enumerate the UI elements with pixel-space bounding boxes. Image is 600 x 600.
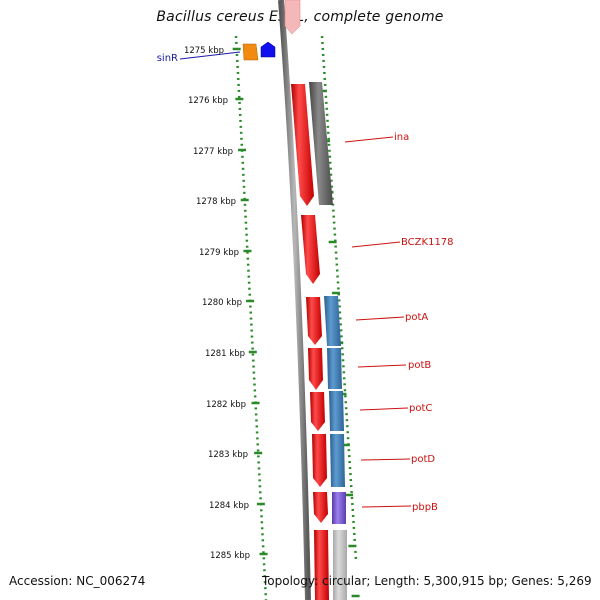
leader-line-ina <box>344 136 394 143</box>
cog-box-blue-potB <box>327 348 342 389</box>
gene-label-potA[interactable]: potA <box>405 312 428 323</box>
accession-text: Accession: NC_006274 <box>9 574 146 588</box>
tick-label-1282: 1282 kbp <box>206 400 246 410</box>
gene-arrow-sinR[interactable] <box>260 41 276 58</box>
gene-label-BCZK1178[interactable]: BCZK1178 <box>401 237 454 248</box>
tick-label-1284: 1284 kbp <box>209 501 249 511</box>
leader-line-pbpB <box>361 505 412 508</box>
cog-box-blue-potD <box>330 434 345 487</box>
gene-arrow-top[interactable] <box>284 0 301 35</box>
ruler-dotted-lines <box>234 35 358 600</box>
gene-arrow-pbpB[interactable] <box>313 492 328 523</box>
tick-label-1283: 1283 kbp <box>208 450 248 460</box>
cog-box-blue-potA <box>324 296 341 346</box>
leader-line-potC <box>359 407 409 411</box>
gene-arrow-potC[interactable] <box>310 392 325 431</box>
tick-label-1285: 1285 kbp <box>210 551 250 561</box>
leader-line-sinR <box>179 51 241 60</box>
leader-line-potB <box>357 364 407 368</box>
tick-label-1279: 1279 kbp <box>199 248 239 258</box>
gene-arrow-orange[interactable] <box>242 43 259 61</box>
tick-label-1277: 1277 kbp <box>193 147 233 157</box>
gene-label-potB[interactable]: potB <box>408 360 431 371</box>
cog-box-gray <box>309 82 333 205</box>
gene-label-sinR[interactable]: sinR <box>157 53 178 64</box>
gene-arrow-potD[interactable] <box>312 434 327 487</box>
genome-backbone <box>278 0 311 600</box>
gene-arrow-bottom[interactable] <box>314 530 329 600</box>
gene-label-potD[interactable]: potD <box>411 454 435 465</box>
cog-box-purple-pbpB <box>332 492 346 524</box>
gene-label-potC[interactable]: potC <box>409 403 432 414</box>
tick-label-1281: 1281 kbp <box>205 349 245 359</box>
inner-dotted-ruler <box>234 35 268 600</box>
gene-arrow-BCZK1178[interactable] <box>301 215 320 284</box>
cog-box-blue-potC <box>329 391 344 431</box>
topology-text: Topology: circular; Length: 5,300,915 bp… <box>262 574 592 588</box>
leader-line-potD <box>360 458 411 461</box>
kbp-ticks: 1275 kbp 1276 kbp 1277 kbp 1278 kbp 1279… <box>184 46 250 561</box>
gene-arrow-potB[interactable] <box>308 348 323 390</box>
tick-label-1278: 1278 kbp <box>196 197 236 207</box>
gene-arrow-potA[interactable] <box>306 297 322 345</box>
tick-label-1275: 1275 kbp <box>184 46 224 56</box>
gene-label-ina[interactable]: ina <box>394 132 409 143</box>
leader-line-BCZK1178 <box>351 241 401 248</box>
tick-label-1280: 1280 kbp <box>202 298 242 308</box>
gene-arrow-ina[interactable] <box>291 84 314 206</box>
leader-line-potA <box>355 316 405 321</box>
tick-label-1276: 1276 kbp <box>188 96 228 106</box>
gene-label-pbpB[interactable]: pbpB <box>412 502 438 513</box>
cog-box-lightgray <box>333 530 347 600</box>
